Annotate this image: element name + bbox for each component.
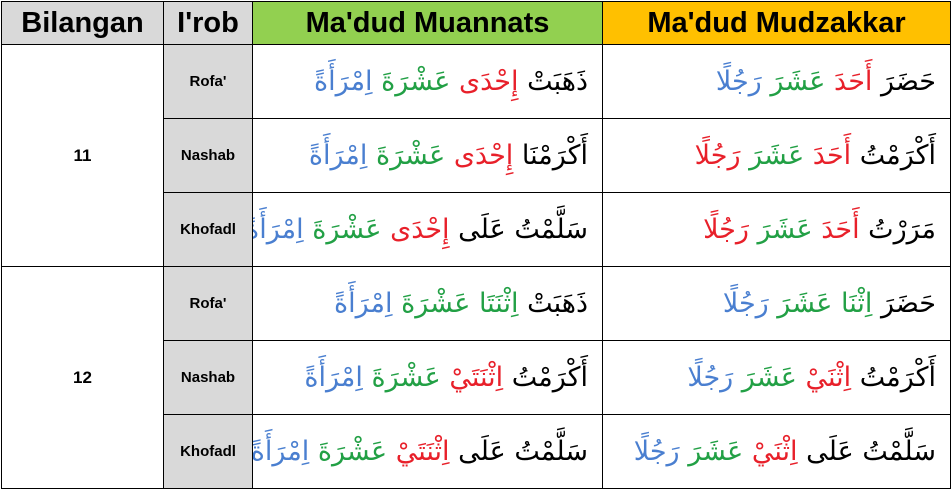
arabic-cell: أَكْرَمْتُ اِثْنَيْ عَشَرَ رَجُلًا — [602, 340, 951, 415]
arabic-word: عَشَرَ — [757, 214, 813, 245]
table-body: 11 Rofa' ذَهَبَتْ إِحْدَى عَشْرَةَ اِمْرَأ… — [1, 44, 951, 489]
arabic-word: عَشَرَ — [688, 436, 744, 467]
arabic-cell: أَكْرَمْتُ اِثْنَتَيْ عَشْرَةَ اِمْرَأَة… — [252, 340, 603, 415]
arabic-word: رَجُلًا — [703, 214, 749, 245]
header-cell: Ma'dud Mudzakkar — [602, 1, 951, 45]
arabic-word: أَكْرَمْتُ — [859, 362, 936, 393]
header-cell: Ma'dud Muannats — [252, 1, 603, 45]
arabic-word: عَشَرَ — [770, 66, 826, 97]
arabic-word: عَشْرَةَ — [371, 362, 441, 393]
irob-cell: Rofa' — [163, 266, 253, 341]
arabic-cell: سَلَّمْتُ عَلَى إِحْدَى عَشْرَةَ اِمْرَأ… — [252, 192, 603, 267]
arabic-word: عَشْرَةَ — [381, 66, 451, 97]
arabic-word: عَلَى — [806, 436, 854, 467]
table-row: 12 Rofa' ذَهَبَتْ اِثْنَتَا عَشْرَةَ اِمْر… — [1, 266, 951, 489]
irob-cell: Nashab — [163, 340, 253, 415]
arabic-cell: أَكْرَمْنَا إِحْدَى عَشْرَةَ اِمْرَأَةً — [252, 118, 603, 193]
table-row: Khofadl سَلَّمْتُ عَلَى اِثْنَتَيْ عَشْرَ… — [2, 414, 951, 489]
arabic-word: رَجُلًا — [687, 362, 734, 393]
arabic-word: عَشَرَ — [741, 362, 797, 393]
arabic-word: اِمْرَأَةً — [252, 436, 310, 467]
arabic-word: عَشْرَةَ — [401, 288, 471, 319]
arabic-word: سَلَّمْتُ — [862, 436, 936, 467]
arabic-cell: ذَهَبَتْ اِثْنَتَا عَشْرَةَ اِمْرَأَةً — [252, 266, 603, 341]
table-row: Khofadl سَلَّمْتُ عَلَى إِحْدَى عَشْرَةَ … — [2, 192, 951, 267]
arabic-word: عَشْرَةَ — [317, 436, 388, 467]
arabic-word: إِحْدَى — [390, 214, 450, 245]
irob-cell: Rofa' — [163, 44, 253, 119]
arabic-word: أَحَدَ — [821, 214, 860, 245]
arabic-word: سَلَّمْتُ — [514, 214, 588, 245]
header-cell: I'rob — [163, 1, 253, 45]
arabic-cell: سَلَّمْتُ عَلَى اِثْنَيْ عَشَرَ رَجُلًا — [602, 414, 951, 489]
arabic-word: اِمْرَأَةً — [314, 66, 373, 97]
arabic-word: إِحْدَى — [458, 66, 519, 97]
table-row: 11 Rofa' ذَهَبَتْ إِحْدَى عَشْرَةَ اِمْرَأ… — [1, 44, 951, 267]
table-row: Nashab أَكْرَمْنَا إِحْدَى عَشْرَةَ اِمْر… — [2, 118, 951, 193]
header-cell: Bilangan — [1, 1, 164, 45]
arabic-word: رَجُلًا — [715, 66, 762, 97]
arabic-word: اِثْنَيْ — [805, 362, 852, 393]
arabic-cell: سَلَّمْتُ عَلَى اِثْنَتَيْ عَشْرَةَ اِمْ… — [252, 414, 603, 489]
arabic-word: اِمْرَأَةً — [304, 362, 363, 393]
arabic-cell: حَضَرَ اِثْنَا عَشَرَ رَجُلًا — [602, 266, 951, 341]
arabic-word: عَلَى — [458, 436, 506, 467]
arabic-cell: أَكْرَمْتُ أَحَدَ عَشَرَ رَجُلًا — [602, 118, 951, 193]
arabic-word: أَكْرَمْتُ — [859, 140, 936, 171]
number-cell: 11 — [1, 44, 164, 267]
irob-cell: Khofadl — [163, 414, 253, 489]
arabic-word: حَضَرَ — [880, 66, 936, 97]
arabic-word: عَشَرَ — [749, 140, 805, 171]
number-cell: 12 — [1, 266, 164, 489]
arabic-word: عَشْرَةَ — [312, 214, 382, 245]
arabic-word: أَحَدَ — [812, 140, 852, 171]
arabic-word: ذَهَبَتْ — [527, 288, 588, 319]
arabic-word: أَكْرَمْنَا — [521, 140, 588, 171]
arabic-word: مَرَرْتُ — [868, 214, 936, 245]
arabic-word: رَجُلًا — [633, 436, 680, 467]
arabic-word: أَكْرَمْتُ — [511, 362, 588, 393]
arabic-word: حَضَرَ — [880, 288, 936, 319]
arabic-word: عَشْرَةَ — [375, 140, 446, 171]
arabic-word: اِمْرَأَةً — [333, 288, 393, 319]
header-row: Bilangan I'rob Ma'dud Muannats Ma'dud Mudza… — [1, 1, 951, 45]
arabic-word: رَجُلًا — [694, 140, 741, 171]
arabic-word: ذَهَبَتْ — [527, 66, 588, 97]
arabic-word: اِثْنَيْ — [751, 436, 798, 467]
arabic-word: رَجُلًا — [722, 288, 769, 319]
arabic-word: سَلَّمْتُ — [514, 436, 588, 467]
table-row: Nashab أَكْرَمْتُ اِثْنَتَيْ عَشْرَةَ اِم… — [2, 340, 951, 415]
arabic-word: اِمْرَأَةً — [308, 140, 368, 171]
arabic-word: اِمْرَأَةً — [254, 214, 304, 245]
irob-cell: Khofadl — [163, 192, 253, 267]
arabic-cell: ذَهَبَتْ إِحْدَى عَشْرَةَ اِمْرَأَةً — [252, 44, 603, 119]
arabic-cell: حَضَرَ أَحَدَ عَشَرَ رَجُلًا — [602, 44, 951, 119]
arabic-word: إِحْدَى — [453, 140, 514, 171]
arabic-word: عَشَرَ — [777, 288, 833, 319]
arabic-word: اِثْنَتَا — [478, 288, 519, 319]
arabic-word: اِثْنَتَيْ — [449, 362, 504, 393]
arabic-word: اِثْنَا — [841, 288, 873, 319]
arabic-word: اِثْنَتَيْ — [395, 436, 450, 467]
arabic-word: عَلَى — [458, 214, 506, 245]
irob-cell: Nashab — [163, 118, 253, 193]
arabic-cell: مَرَرْتُ أَحَدَ عَشَرَ رَجُلًا — [602, 192, 951, 267]
arabic-word: أَحَدَ — [834, 66, 873, 97]
